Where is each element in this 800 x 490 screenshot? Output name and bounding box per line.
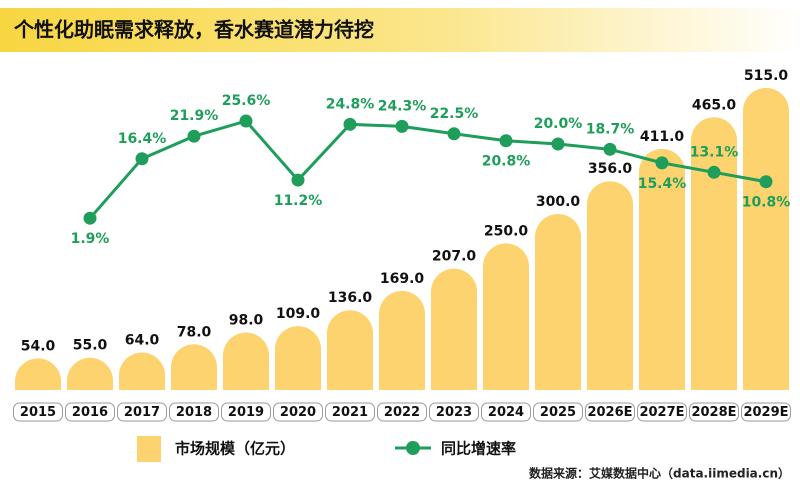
line-value-label: 13.1%: [690, 144, 739, 160]
x-tick-label: 2024: [488, 405, 524, 420]
x-tick-label: 2020: [280, 405, 316, 420]
bar: [535, 214, 581, 390]
bar: [587, 181, 633, 390]
line-point: [447, 127, 461, 141]
x-tick-label: 2017: [124, 405, 160, 420]
line-point: [395, 119, 409, 133]
x-tick-label: 2027E: [639, 405, 684, 420]
bar-value-label: 207.0: [432, 249, 477, 265]
legend-label: 市场规模（亿元）: [175, 440, 295, 458]
category-pill: [741, 402, 791, 422]
x-tick-label: 2029E: [743, 405, 788, 420]
bar-value-label: 515.0: [744, 68, 789, 84]
x-tick-label: 2023: [436, 405, 472, 420]
bar-value-label: 98.0: [229, 313, 264, 329]
bar-value-label: 411.0: [640, 129, 685, 145]
bar: [379, 290, 425, 390]
category-pill: [429, 402, 479, 422]
bar: [691, 117, 737, 390]
line-point: [551, 137, 565, 151]
bar-value-label: 356.0: [588, 161, 633, 177]
x-tick-label: 2021: [332, 405, 368, 420]
line-value-label: 24.3%: [378, 98, 427, 114]
x-tick-label: 2016: [72, 405, 108, 420]
bar: [171, 344, 217, 390]
x-tick-label: 2015: [20, 405, 56, 420]
bar-value-label: 78.0: [177, 324, 212, 340]
category-pill: [533, 402, 583, 422]
bar: [743, 87, 789, 391]
line-value-label: 24.8%: [326, 96, 375, 112]
line-value-label: 25.6%: [222, 93, 271, 109]
x-tick-label: 2025: [540, 405, 576, 420]
bar: [639, 148, 685, 390]
line-point: [239, 114, 253, 128]
line-point: [655, 156, 669, 170]
category-pill: [65, 402, 115, 422]
line-point: [83, 211, 97, 225]
category-pill: [273, 402, 323, 422]
legend-swatch: [406, 441, 420, 455]
category-pill: [221, 402, 271, 422]
line-value-label: 1.9%: [71, 231, 110, 247]
line-point: [291, 173, 305, 187]
title-banner: [0, 8, 800, 52]
line-point: [603, 142, 617, 156]
line: [88, 119, 767, 220]
line-point: [343, 117, 357, 131]
line-point: [135, 152, 149, 166]
bar-value-label: 136.0: [328, 290, 373, 306]
bar: [119, 352, 165, 390]
category-pill: [169, 402, 219, 422]
line-value-label: 20.0%: [534, 116, 583, 132]
bar-value-label: 465.0: [692, 97, 737, 113]
bar-value-label: 54.0: [21, 338, 56, 354]
line-value-label: 11.2%: [274, 193, 323, 209]
line-value-label: 22.5%: [430, 106, 479, 122]
x-tick-label: 2019: [228, 405, 264, 420]
category-pill: [585, 402, 635, 422]
line-point: [759, 175, 773, 189]
line-point: [499, 134, 513, 148]
bar-value-label: 109.0: [276, 306, 321, 322]
legend-swatch: [137, 436, 161, 462]
line-value-label: 20.8%: [482, 154, 531, 170]
category-pill: [637, 402, 687, 422]
bar: [67, 357, 113, 390]
x-tick-label: 2022: [384, 405, 420, 420]
bar: [15, 358, 61, 390]
line-value-label: 16.4%: [118, 131, 167, 147]
x-tick-label: 2018: [176, 405, 212, 420]
chart-title: 个性化助眠需求释放，香水赛道潜力待挖: [13, 18, 374, 42]
source: 数据来源：艾媒数据中心（data.iimedia.cn）: [529, 466, 790, 481]
category-pill: [325, 402, 375, 422]
x-tick-label: 2026E: [587, 405, 632, 420]
line-value-label: 21.9%: [170, 108, 219, 124]
bar-value-label: 250.0: [484, 223, 529, 239]
bar: [483, 243, 529, 390]
category-pill: [117, 402, 167, 422]
x-tick-label: 2028E: [691, 405, 736, 420]
line-point: [187, 129, 201, 143]
legend-label: 同比增速率: [441, 440, 516, 458]
bar: [431, 268, 477, 390]
bar: [327, 310, 373, 390]
bar-value-label: 169.0: [380, 271, 425, 287]
line-value-label: 10.8%: [742, 195, 791, 211]
category-pill: [689, 402, 739, 422]
line-point: [707, 165, 721, 179]
line-value-label: 15.4%: [638, 176, 687, 192]
line-value-label: 18.7%: [586, 121, 635, 137]
category-pill: [481, 402, 531, 422]
category-pill: [13, 402, 63, 422]
bar-value-label: 64.0: [125, 332, 160, 348]
bar: [275, 326, 321, 390]
bar-value-label: 300.0: [536, 194, 581, 210]
category-pill: [377, 402, 427, 422]
bar: [223, 332, 269, 390]
bar-value-label: 55.0: [73, 338, 108, 354]
